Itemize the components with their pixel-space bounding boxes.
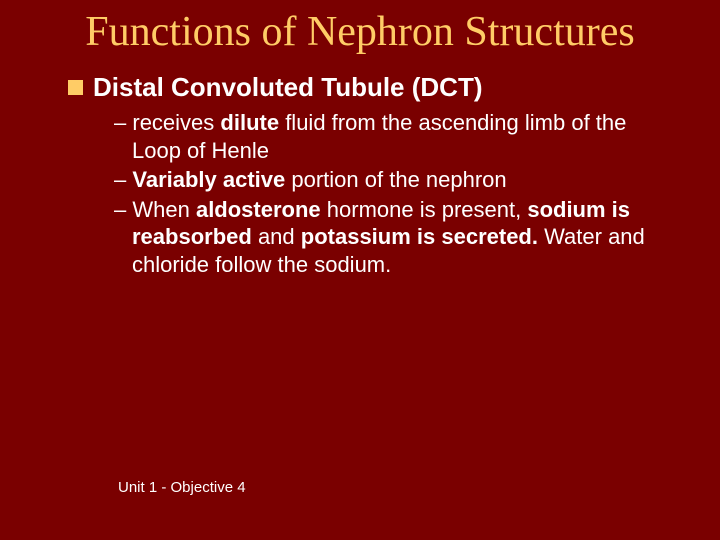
text-segment: portion of the nephron bbox=[285, 167, 506, 192]
square-bullet-icon bbox=[68, 80, 83, 95]
list-item: – receives dilute fluid from the ascendi… bbox=[114, 109, 660, 164]
list-item: – When aldosterone hormone is present, s… bbox=[114, 196, 660, 279]
list-item: – Variably active portion of the nephron bbox=[114, 166, 660, 194]
slide-title: Functions of Nephron Structures bbox=[40, 10, 680, 54]
dash-icon: – bbox=[114, 110, 126, 135]
heading-text: Distal Convoluted Tubule (DCT) bbox=[93, 72, 483, 103]
text-segment: When bbox=[126, 197, 196, 222]
dash-icon: – bbox=[114, 167, 126, 192]
text-segment: and bbox=[252, 224, 301, 249]
bold-text: Variably active bbox=[132, 167, 285, 192]
bold-text: potassium is secreted. bbox=[301, 224, 538, 249]
heading-row: Distal Convoluted Tubule (DCT) bbox=[68, 72, 680, 103]
bold-text: dilute bbox=[220, 110, 279, 135]
text-segment: receives bbox=[126, 110, 220, 135]
footer-text: Unit 1 - Objective 4 bbox=[118, 479, 246, 496]
bold-text: aldosterone bbox=[196, 197, 321, 222]
slide: Functions of Nephron Structures Distal C… bbox=[0, 0, 720, 540]
dash-icon: – bbox=[114, 197, 126, 222]
text-segment: hormone is present, bbox=[321, 197, 528, 222]
sub-list: – receives dilute fluid from the ascendi… bbox=[114, 109, 660, 278]
